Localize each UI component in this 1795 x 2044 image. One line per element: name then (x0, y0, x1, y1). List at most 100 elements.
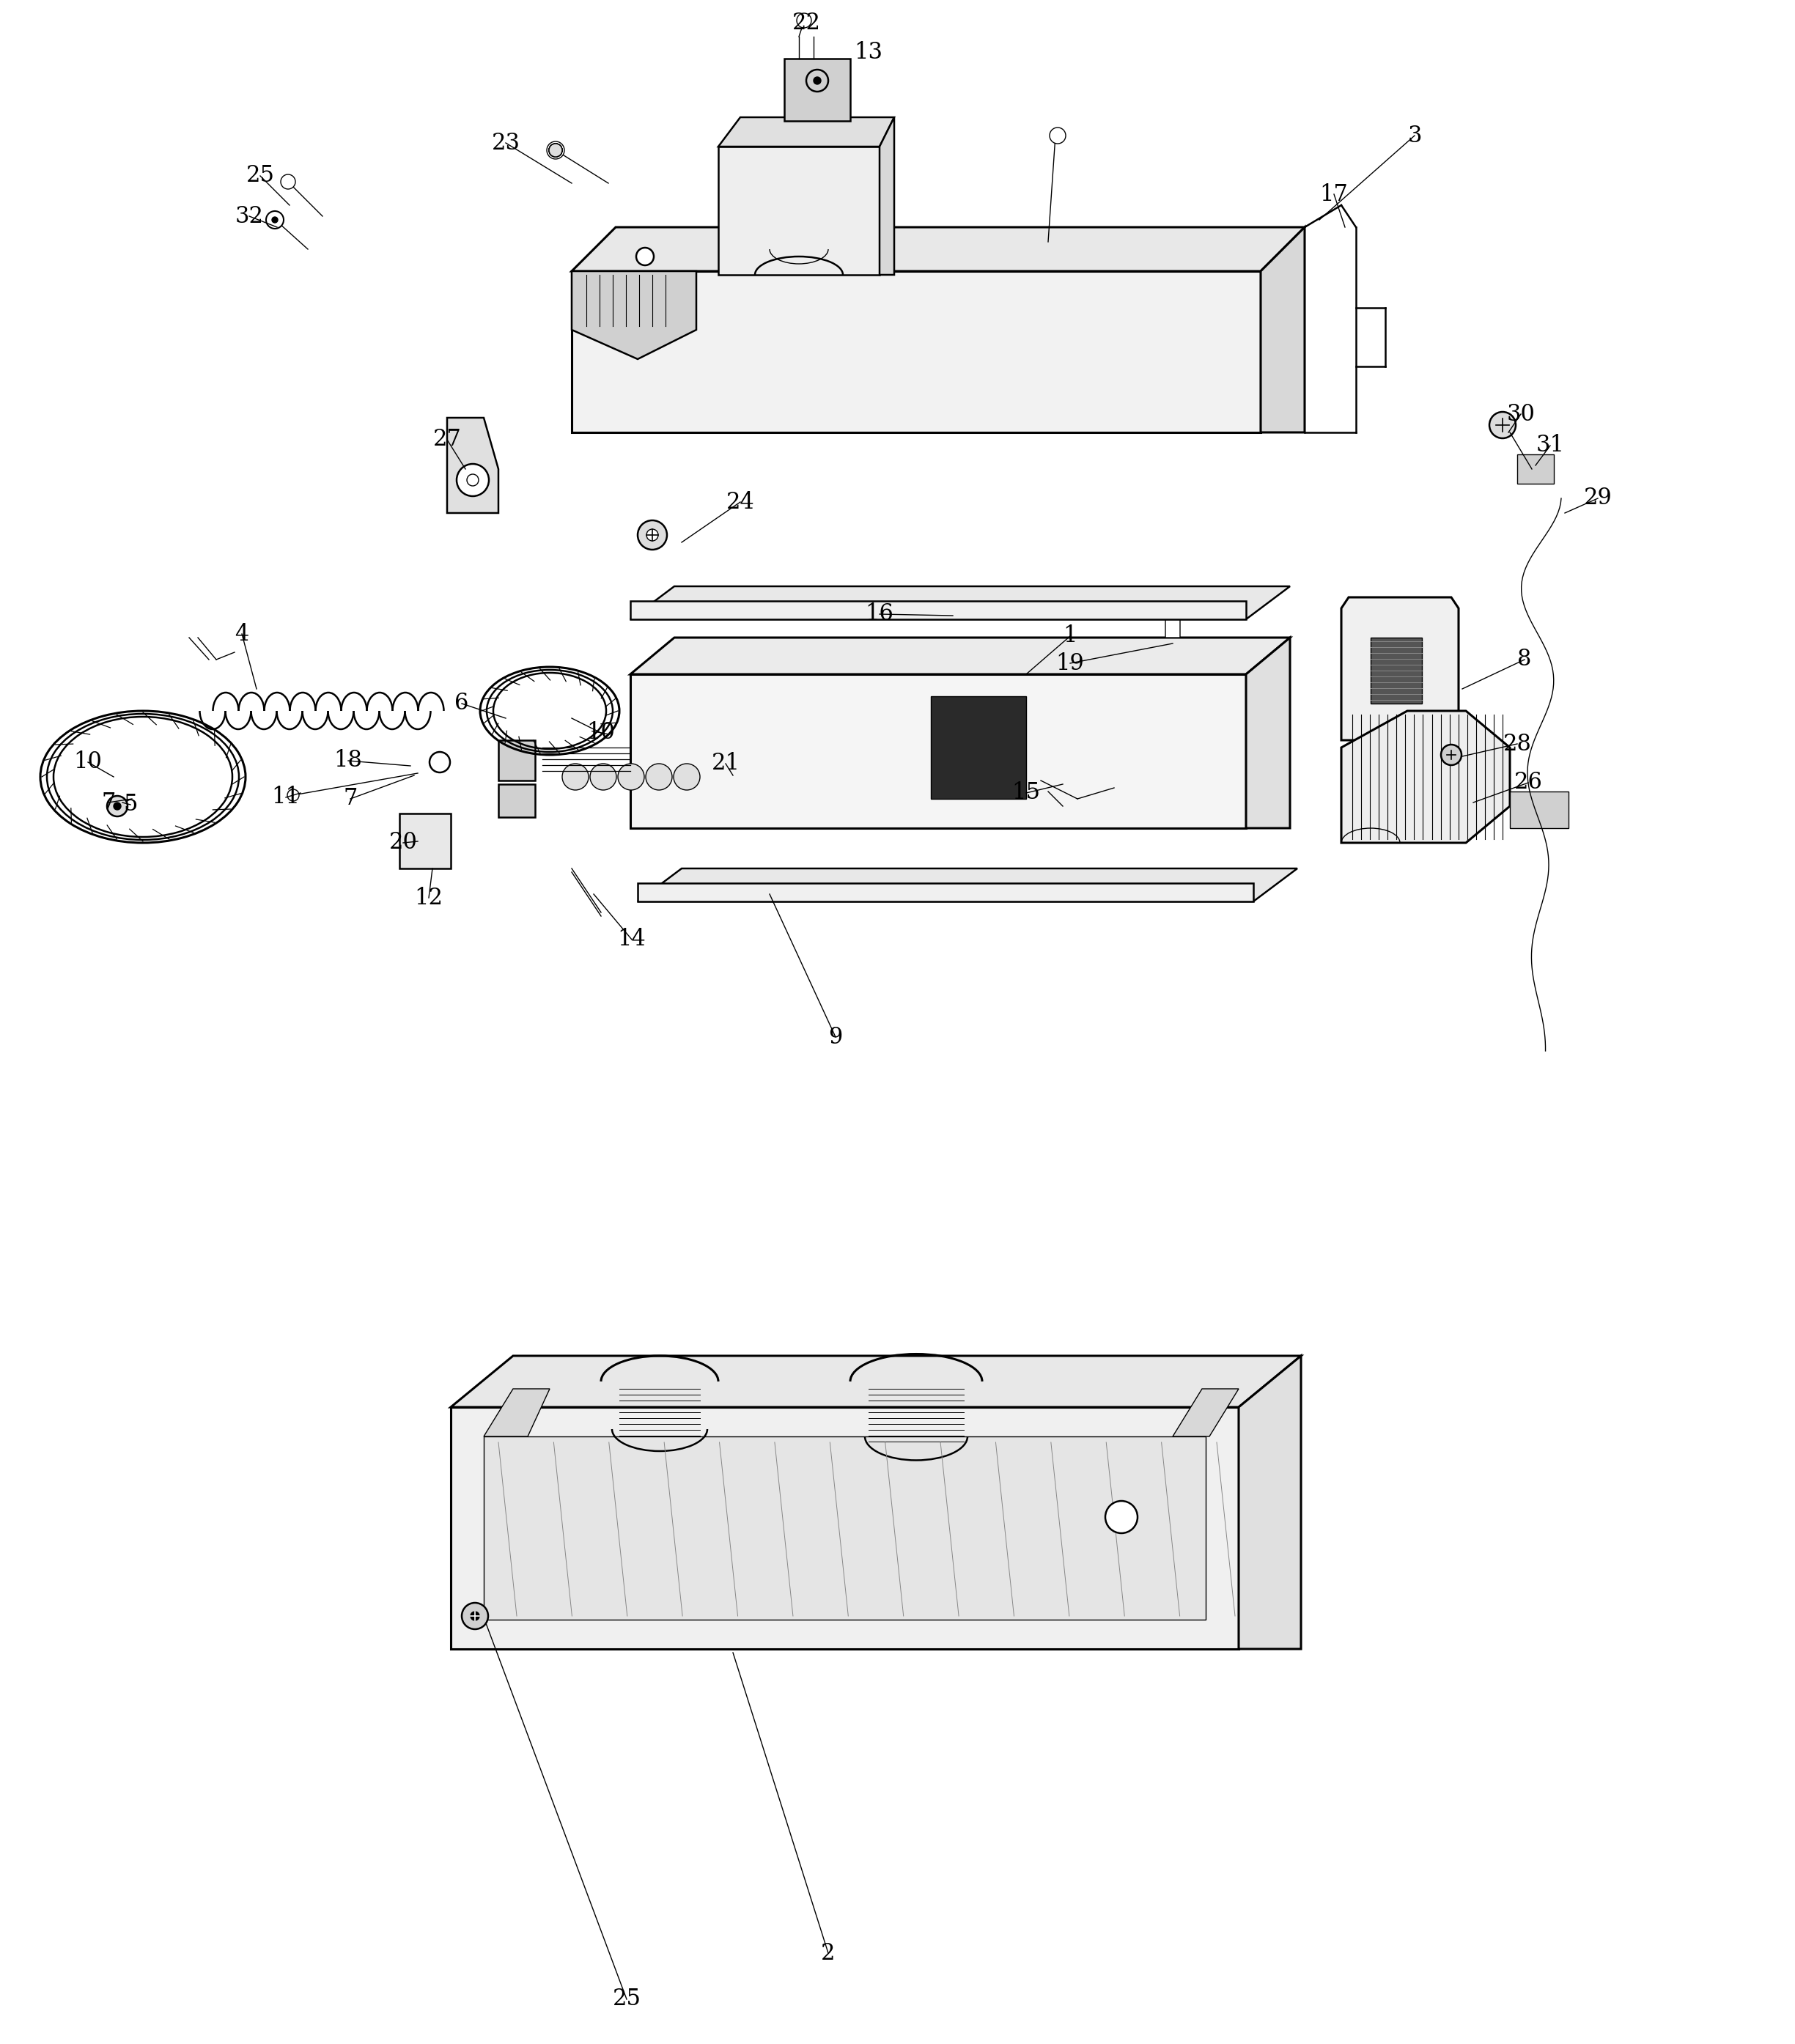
Text: 18: 18 (334, 750, 363, 773)
Circle shape (1441, 744, 1461, 764)
Polygon shape (718, 117, 894, 147)
Circle shape (797, 12, 811, 29)
Circle shape (549, 143, 562, 157)
Text: 1: 1 (1063, 625, 1077, 648)
Text: 29: 29 (1583, 486, 1612, 509)
Polygon shape (1371, 638, 1422, 703)
Circle shape (456, 464, 488, 497)
Circle shape (113, 803, 120, 809)
Text: 16: 16 (865, 603, 894, 625)
Polygon shape (630, 675, 1246, 828)
Circle shape (549, 143, 562, 157)
Text: 19: 19 (1055, 652, 1084, 675)
Text: 3: 3 (1407, 125, 1422, 147)
Text: 7: 7 (343, 787, 357, 809)
Polygon shape (1172, 1388, 1239, 1437)
Text: 5: 5 (124, 793, 138, 816)
Polygon shape (499, 740, 535, 781)
Circle shape (461, 1602, 488, 1629)
Text: 6: 6 (454, 693, 468, 715)
Text: 12: 12 (415, 887, 443, 910)
Text: 14: 14 (617, 928, 646, 950)
Text: 27: 27 (433, 429, 461, 452)
Circle shape (806, 69, 827, 92)
Text: 2: 2 (820, 1942, 835, 1964)
Polygon shape (1246, 638, 1291, 828)
Polygon shape (1510, 791, 1569, 828)
Polygon shape (571, 272, 696, 360)
Circle shape (813, 78, 820, 84)
Circle shape (562, 764, 589, 791)
Text: 11: 11 (271, 787, 300, 809)
Polygon shape (447, 417, 499, 513)
Text: 25: 25 (612, 1989, 641, 2011)
Circle shape (1490, 413, 1515, 437)
Circle shape (549, 143, 562, 157)
Text: 32: 32 (235, 204, 264, 227)
Polygon shape (483, 1388, 549, 1437)
Text: 7: 7 (101, 791, 115, 814)
Circle shape (280, 174, 296, 190)
Circle shape (467, 474, 479, 486)
Polygon shape (400, 814, 451, 869)
Circle shape (635, 247, 653, 266)
Polygon shape (451, 1355, 1301, 1406)
Polygon shape (784, 59, 851, 121)
Text: 4: 4 (235, 623, 250, 646)
Circle shape (549, 143, 562, 157)
Circle shape (271, 217, 278, 223)
Text: 22: 22 (792, 12, 820, 35)
Text: 10: 10 (74, 750, 102, 773)
Text: 28: 28 (1502, 732, 1531, 754)
Text: 9: 9 (829, 1026, 842, 1049)
Text: 30: 30 (1506, 403, 1535, 425)
Circle shape (108, 795, 127, 816)
Polygon shape (1260, 227, 1305, 433)
Text: 15: 15 (1012, 781, 1041, 805)
Circle shape (470, 1611, 479, 1621)
Polygon shape (1517, 454, 1554, 484)
Polygon shape (571, 227, 1305, 272)
Polygon shape (1341, 597, 1459, 740)
Polygon shape (637, 883, 1253, 901)
Circle shape (1106, 1500, 1138, 1533)
Text: 25: 25 (246, 164, 275, 188)
Polygon shape (630, 638, 1291, 675)
Circle shape (549, 143, 562, 157)
Polygon shape (571, 272, 1260, 433)
Text: 31: 31 (1537, 433, 1565, 458)
Polygon shape (932, 697, 1027, 799)
Circle shape (617, 764, 644, 791)
Circle shape (549, 143, 562, 157)
Text: 24: 24 (727, 491, 754, 513)
Circle shape (673, 764, 700, 791)
Polygon shape (1341, 711, 1510, 842)
Text: 26: 26 (1513, 771, 1542, 793)
Polygon shape (718, 147, 880, 274)
Circle shape (646, 529, 659, 542)
Polygon shape (483, 1437, 1206, 1619)
Circle shape (591, 764, 616, 791)
Text: 17: 17 (1319, 182, 1348, 206)
Text: 8: 8 (1517, 648, 1531, 670)
Polygon shape (880, 117, 894, 274)
Text: 10: 10 (587, 722, 616, 744)
Text: 21: 21 (711, 752, 740, 775)
Polygon shape (1239, 1355, 1301, 1650)
Text: 13: 13 (854, 41, 883, 63)
Polygon shape (1165, 609, 1179, 638)
Polygon shape (637, 869, 1298, 901)
Circle shape (266, 211, 284, 229)
Polygon shape (630, 587, 1291, 619)
Circle shape (429, 752, 451, 773)
Text: 20: 20 (390, 832, 418, 854)
Polygon shape (630, 601, 1246, 619)
Circle shape (646, 764, 671, 791)
Circle shape (637, 521, 668, 550)
Polygon shape (499, 785, 535, 818)
Circle shape (547, 141, 564, 159)
Text: 23: 23 (492, 131, 521, 153)
Polygon shape (451, 1406, 1239, 1650)
Circle shape (1050, 127, 1066, 143)
Circle shape (287, 789, 300, 801)
